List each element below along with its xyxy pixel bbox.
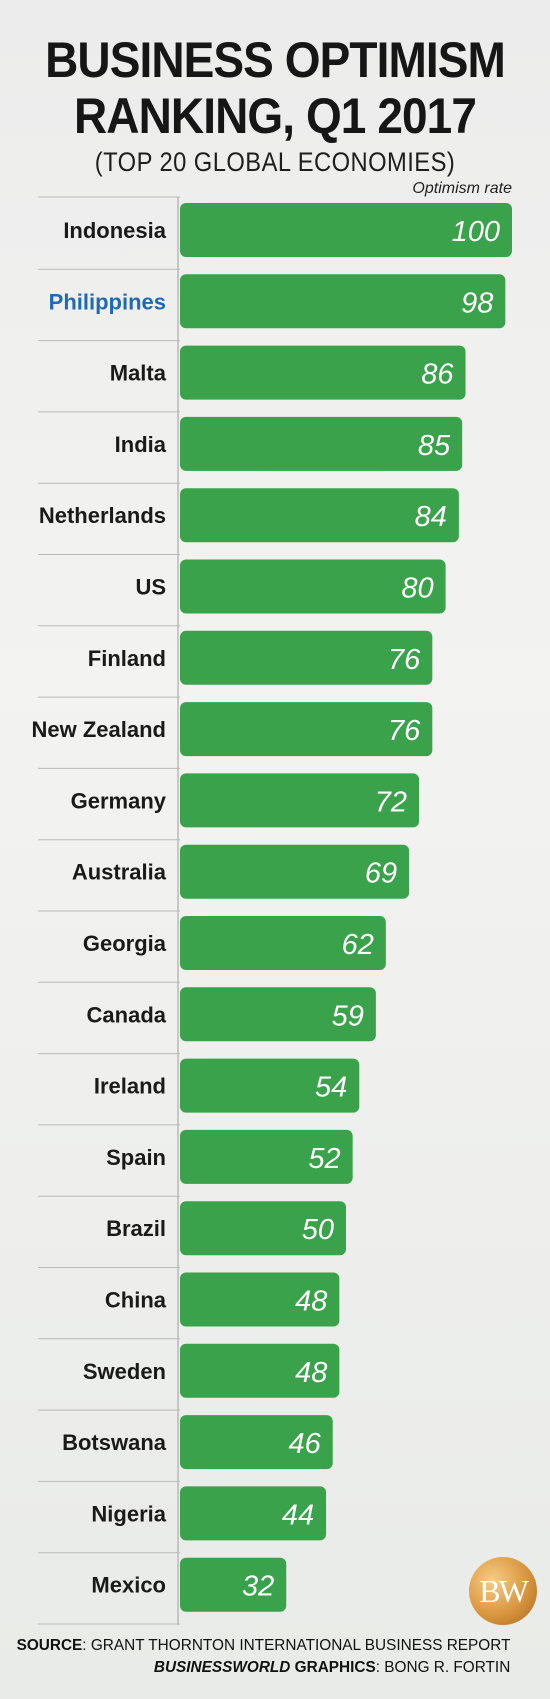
bar-0 bbox=[180, 203, 512, 257]
category-label: Netherlands bbox=[39, 503, 166, 528]
bar-6 bbox=[180, 630, 433, 685]
category-label: Ireland bbox=[94, 1074, 166, 1099]
credit-graphics-label: GRAPHICS bbox=[290, 1659, 376, 1676]
bar-18 bbox=[180, 1486, 327, 1541]
category-label: Finland bbox=[88, 646, 166, 671]
data-label: 48 bbox=[295, 1357, 327, 1389]
category-label: Canada bbox=[87, 1002, 167, 1027]
category-label: Mexico bbox=[91, 1573, 166, 1598]
data-label: 59 bbox=[332, 1000, 364, 1032]
credit-brand: BUSINESSWORLD bbox=[153, 1659, 291, 1676]
source-note: SOURCE: GRANT THORNTON INTERNATIONAL BUS… bbox=[16, 1637, 510, 1655]
bar-1 bbox=[180, 274, 506, 329]
category-label: Indonesia bbox=[63, 218, 166, 243]
bar-7 bbox=[180, 702, 433, 757]
data-label: 72 bbox=[375, 786, 407, 818]
bar-5 bbox=[180, 559, 446, 614]
chart-title-line-2: RANKING, Q1 2017 bbox=[74, 88, 477, 144]
category-label: Botswana bbox=[62, 1430, 167, 1455]
data-label: 80 bbox=[401, 573, 433, 605]
bar-12 bbox=[180, 1058, 360, 1113]
data-label: 48 bbox=[295, 1286, 327, 1318]
data-label: 98 bbox=[461, 287, 493, 319]
category-label: Australia bbox=[72, 860, 167, 885]
graphics-credit: BUSINESSWORLD GRAPHICS: BONG R. FORTIN bbox=[154, 1659, 510, 1677]
data-label: 52 bbox=[308, 1143, 340, 1175]
category-label: Sweden bbox=[83, 1359, 166, 1384]
value-axis-label: Optimism rate bbox=[412, 180, 512, 197]
data-label: 76 bbox=[388, 715, 421, 747]
category-label: New Zealand bbox=[32, 717, 166, 742]
data-label: 69 bbox=[365, 858, 397, 890]
bar-19 bbox=[180, 1557, 287, 1612]
category-label: Germany bbox=[71, 788, 167, 813]
bar-11 bbox=[180, 987, 376, 1042]
bar-14 bbox=[180, 1201, 346, 1256]
category-label: Malta bbox=[110, 361, 167, 386]
source-text: : GRANT THORNTON INTERNATIONAL BUSINESS … bbox=[81, 1637, 510, 1654]
bar-13 bbox=[180, 1129, 353, 1184]
bar-9 bbox=[180, 844, 410, 899]
category-label: US bbox=[135, 575, 166, 600]
data-label: 86 bbox=[421, 359, 454, 391]
bar-2 bbox=[180, 345, 466, 400]
category-label: Brazil bbox=[106, 1216, 166, 1241]
businessworld-logo: BW bbox=[469, 1557, 537, 1625]
bar-17 bbox=[180, 1415, 333, 1470]
bar-15 bbox=[180, 1272, 340, 1327]
category-label: Philippines bbox=[49, 289, 166, 314]
data-label: 32 bbox=[242, 1571, 274, 1603]
data-label: 46 bbox=[288, 1428, 321, 1460]
bar-3 bbox=[180, 416, 463, 471]
chart-subtitle: (TOP 20 GLOBAL ECONOMIES) bbox=[94, 147, 456, 177]
category-label: China bbox=[105, 1288, 167, 1313]
bar-10 bbox=[180, 916, 386, 970]
data-label: 62 bbox=[342, 929, 374, 961]
data-label: 44 bbox=[282, 1499, 314, 1531]
bar-8 bbox=[180, 773, 420, 828]
logo-text: BW bbox=[479, 1572, 529, 1609]
chart-title-line-1: BUSINESS OPTIMISM bbox=[45, 32, 506, 88]
category-label: India bbox=[115, 432, 167, 457]
bar-4 bbox=[180, 488, 459, 543]
data-label: 76 bbox=[388, 644, 421, 676]
category-label: Spain bbox=[106, 1145, 166, 1170]
source-label: SOURCE bbox=[16, 1637, 82, 1654]
data-label: 54 bbox=[315, 1072, 347, 1104]
data-label: 84 bbox=[415, 501, 447, 533]
credit-author: : BONG R. FORTIN bbox=[375, 1659, 510, 1676]
data-label: 100 bbox=[452, 216, 500, 248]
category-label: Georgia bbox=[83, 931, 167, 956]
data-label: 50 bbox=[302, 1214, 334, 1246]
bar-16 bbox=[180, 1343, 340, 1398]
category-label: Nigeria bbox=[91, 1501, 166, 1526]
data-label: 85 bbox=[418, 430, 451, 462]
